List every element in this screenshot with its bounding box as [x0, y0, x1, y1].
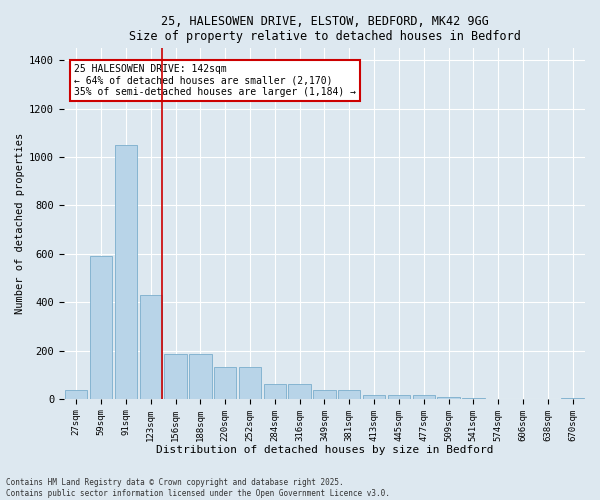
Y-axis label: Number of detached properties: Number of detached properties [15, 133, 25, 314]
Bar [140, 295, 162, 399]
Bar [65, 390, 88, 399]
Text: Contains HM Land Registry data © Crown copyright and database right 2025.
Contai: Contains HM Land Registry data © Crown c… [6, 478, 390, 498]
Bar [388, 395, 410, 399]
Bar [363, 395, 385, 399]
Bar [437, 397, 460, 399]
Bar [115, 145, 137, 399]
Bar [562, 398, 584, 399]
Bar [239, 368, 261, 399]
Bar [189, 354, 212, 399]
Bar [90, 256, 112, 399]
Title: 25, HALESOWEN DRIVE, ELSTOW, BEDFORD, MK42 9GG
Size of property relative to deta: 25, HALESOWEN DRIVE, ELSTOW, BEDFORD, MK… [128, 15, 520, 43]
Bar [164, 354, 187, 399]
Bar [214, 368, 236, 399]
X-axis label: Distribution of detached houses by size in Bedford: Distribution of detached houses by size … [155, 445, 493, 455]
Bar [462, 398, 485, 399]
Bar [263, 384, 286, 399]
Bar [289, 384, 311, 399]
Bar [313, 390, 335, 399]
Text: 25 HALESOWEN DRIVE: 142sqm
← 64% of detached houses are smaller (2,170)
35% of s: 25 HALESOWEN DRIVE: 142sqm ← 64% of deta… [74, 64, 356, 98]
Bar [338, 390, 361, 399]
Bar [413, 395, 435, 399]
